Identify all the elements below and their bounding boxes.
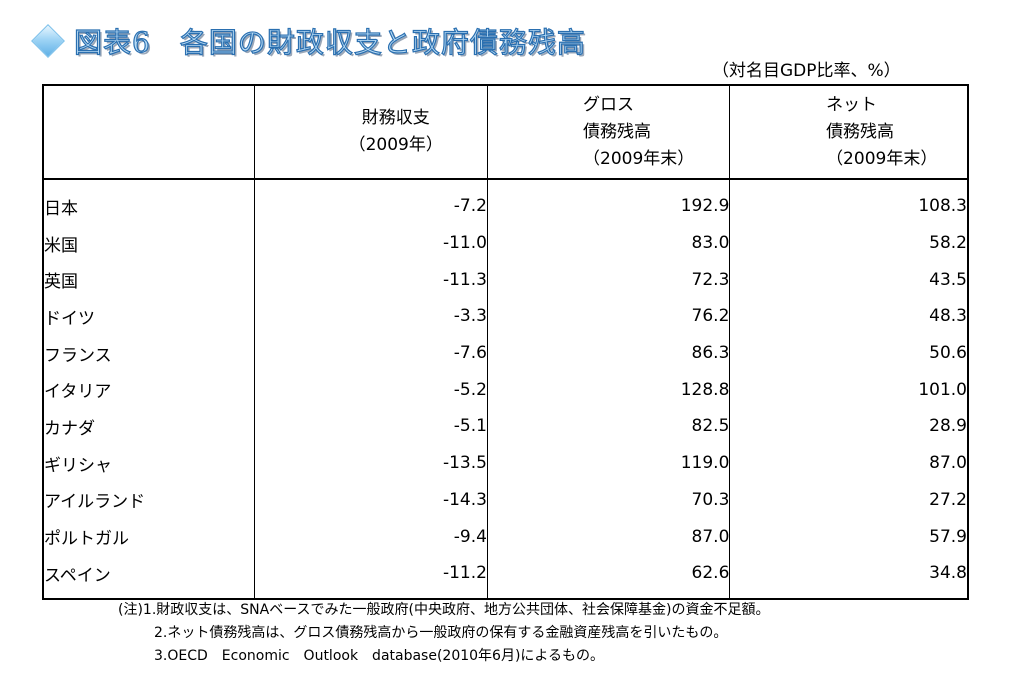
header-gross-line3: （2009年末） <box>583 148 695 169</box>
header-fiscal-line2: （2009年） <box>348 135 443 155</box>
fiscal-cell: -7.6 <box>254 334 488 372</box>
footnote-3: 3.OECD Economic Outlook database(2010年6月… <box>154 648 605 664</box>
gross-cell: 62.6 <box>487 554 731 599</box>
table-row: 英国 -11.3 72.3 43.5 <box>43 261 969 299</box>
gross-cell: 87.0 <box>487 518 731 555</box>
country-cell: 日本 <box>43 179 255 225</box>
gross-cell: 192.9 <box>487 179 731 225</box>
header-row: 財務収支 （2009年） グロス 債務残高 （2009年末） ネット 債務残高 … <box>43 85 969 180</box>
net-cell: 108.3 <box>729 179 969 225</box>
fiscal-cell: -11.2 <box>254 554 488 599</box>
gross-cell: 128.8 <box>487 371 731 409</box>
net-cell: 34.8 <box>729 554 969 599</box>
fiscal-cell: -13.5 <box>254 444 488 482</box>
header-fiscal: 財務収支 （2009年） <box>254 85 488 180</box>
fiscal-cell: -11.0 <box>254 224 488 262</box>
fiscal-cell: -5.2 <box>254 371 488 409</box>
country-cell: ポルトガル <box>43 518 255 555</box>
footnote-1: (注)1.財政収支は、SNAベースでみた一般政府(中央政府、地方公共団体、社会保… <box>118 602 770 618</box>
net-cell: 57.9 <box>729 518 969 555</box>
gross-cell: 82.5 <box>487 408 731 445</box>
net-cell: 58.2 <box>729 224 969 262</box>
table-row: スペイン -11.2 62.6 34.8 <box>43 554 969 599</box>
fiscal-cell: -14.3 <box>254 481 488 519</box>
table-row: イタリア -5.2 128.8 101.0 <box>43 371 969 409</box>
country-cell: ドイツ <box>43 298 255 335</box>
fiscal-cell: -7.2 <box>254 179 488 225</box>
country-cell: イタリア <box>43 371 255 409</box>
footnotes: (注)1.財政収支は、SNAベースでみた一般政府(中央政府、地方公共団体、社会保… <box>118 599 769 668</box>
title-bar: 図表6 各国の財政収支と政府債務残高 <box>28 16 586 66</box>
gross-cell: 119.0 <box>487 444 731 482</box>
header-net-line2: 債務残高 <box>826 121 895 142</box>
data-table: 財務収支 （2009年） グロス 債務残高 （2009年末） ネット 債務残高 … <box>42 84 969 600</box>
diamond-bullet-icon <box>31 24 65 58</box>
gross-cell: 72.3 <box>487 261 731 299</box>
table-row: ギリシャ -13.5 119.0 87.0 <box>43 444 969 482</box>
country-cell: 米国 <box>43 224 255 262</box>
country-cell: 英国 <box>43 261 255 299</box>
table-row: フランス -7.6 86.3 50.6 <box>43 334 969 372</box>
header-gross-line2: 債務残高 <box>583 121 652 142</box>
net-cell: 87.0 <box>729 444 969 482</box>
fiscal-cell: -5.1 <box>254 408 488 445</box>
table-row: カナダ -5.1 82.5 28.9 <box>43 408 969 445</box>
gross-cell: 76.2 <box>487 298 731 335</box>
net-cell: 28.9 <box>729 408 969 445</box>
country-cell: フランス <box>43 334 255 372</box>
header-net-line1: ネット <box>826 94 878 115</box>
fiscal-cell: -11.3 <box>254 261 488 299</box>
net-cell: 48.3 <box>729 298 969 335</box>
gross-cell: 83.0 <box>487 224 731 262</box>
fiscal-cell: -3.3 <box>254 298 488 335</box>
table-row: ポルトガル -9.4 87.0 57.9 <box>43 518 969 555</box>
net-cell: 43.5 <box>729 261 969 299</box>
unit-label: （対名目GDP比率、%） <box>712 61 901 81</box>
table-row: 米国 -11.0 83.0 58.2 <box>43 224 969 262</box>
header-gross: グロス 債務残高 （2009年末） <box>487 85 731 180</box>
net-cell: 101.0 <box>729 371 969 409</box>
net-cell: 50.6 <box>729 334 969 372</box>
header-country <box>43 85 255 180</box>
country-cell: カナダ <box>43 408 255 445</box>
country-cell: アイルランド <box>43 481 255 519</box>
header-net-line3: （2009年末） <box>826 148 938 169</box>
net-cell: 27.2 <box>729 481 969 519</box>
gross-cell: 70.3 <box>487 481 731 519</box>
page-title: 図表6 各国の財政収支と政府債務残高 <box>73 25 586 59</box>
gross-cell: 86.3 <box>487 334 731 372</box>
table-row: アイルランド -14.3 70.3 27.2 <box>43 481 969 519</box>
fiscal-cell: -9.4 <box>254 518 488 555</box>
header-gross-line1: グロス <box>583 94 635 115</box>
header-fiscal-line1: 財務収支 <box>361 108 430 128</box>
country-cell: スペイン <box>43 554 255 599</box>
table-row: ドイツ -3.3 76.2 48.3 <box>43 298 969 335</box>
country-cell: ギリシャ <box>43 444 255 482</box>
header-net: ネット 債務残高 （2009年末） <box>729 85 969 180</box>
footnote-2: 2.ネット債務残高は、グロス債務残高から一般政府の保有する金融資産残高を引いたも… <box>154 625 728 641</box>
table-row: 日本 -7.2 192.9 108.3 <box>43 179 969 225</box>
